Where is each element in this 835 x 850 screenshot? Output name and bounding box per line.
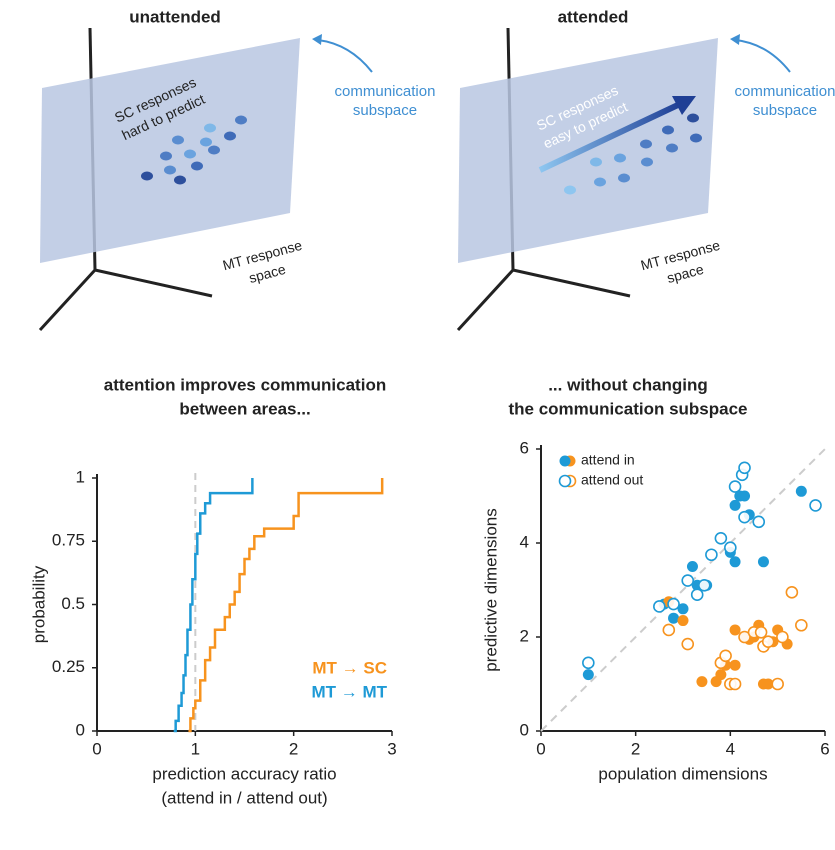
point <box>582 656 595 670</box>
point <box>729 659 741 671</box>
point <box>739 490 751 502</box>
dot-cloud <box>141 115 247 185</box>
point <box>705 548 718 562</box>
diagonal <box>540 448 826 732</box>
x-axis-label: population dimensions <box>598 764 767 783</box>
panel-title: unattended <box>129 7 221 26</box>
step-line <box>173 478 254 733</box>
point <box>752 515 766 529</box>
point <box>690 588 704 602</box>
axis <box>94 268 213 298</box>
point <box>582 669 594 681</box>
chart-title: attention improves communication <box>104 375 386 394</box>
chart-title: between areas... <box>179 399 310 418</box>
point <box>776 630 789 644</box>
y-tick-label: 2 <box>520 626 529 645</box>
point <box>785 586 799 599</box>
x-tick-label: 2 <box>289 739 298 758</box>
x-tick-label: 6 <box>820 739 829 758</box>
chart-title: ... without changing <box>548 375 708 394</box>
x-tick-label: 4 <box>726 739 735 758</box>
y-tick-label: 0.5 <box>61 594 85 613</box>
y-axis-label: predictive dimensions <box>481 508 500 671</box>
subspace-plane <box>40 38 300 263</box>
y-tick-label: 1 <box>76 467 85 486</box>
point <box>729 556 741 568</box>
point <box>668 612 680 624</box>
arrow <box>317 39 373 73</box>
point <box>719 649 732 663</box>
point <box>795 618 808 632</box>
point <box>667 597 680 611</box>
y-axis-label: probability <box>29 565 48 643</box>
legend-marker <box>559 455 571 467</box>
point <box>738 461 751 475</box>
point <box>653 600 666 613</box>
subspace-label: communication <box>735 83 835 100</box>
point <box>729 499 741 511</box>
point <box>754 625 768 639</box>
arrowhead <box>730 34 740 45</box>
arrow <box>735 39 791 73</box>
legend-label: attend in <box>581 452 635 468</box>
point <box>757 556 769 568</box>
point <box>729 624 741 636</box>
step-line <box>188 478 384 733</box>
x-tick-label: 3 <box>387 739 396 758</box>
point <box>677 603 689 615</box>
axis <box>456 268 515 332</box>
axis <box>512 268 631 298</box>
x-tick-label: 0 <box>536 739 545 758</box>
point <box>728 480 742 493</box>
dot-cloud <box>564 113 702 195</box>
y-tick-label: 0 <box>76 720 85 739</box>
subspace-label: subspace <box>753 102 817 119</box>
point <box>738 510 751 524</box>
legend-marker <box>558 474 572 488</box>
panel-unattended: unattended communication subspace SC res… <box>38 7 436 332</box>
x-tick-label: 2 <box>631 739 640 758</box>
legend-label: MT → MT <box>311 682 387 701</box>
point <box>714 531 728 545</box>
x-axis-label: prediction accuracy ratio <box>152 764 336 783</box>
x-tick-label: 1 <box>191 739 200 758</box>
point <box>761 635 775 649</box>
point <box>795 485 807 497</box>
y-tick-label: 0.25 <box>52 657 85 676</box>
y-tick-label: 6 <box>520 438 529 457</box>
subspace-label: subspace <box>353 102 417 119</box>
x-axis-label: (attend in / attend out) <box>161 788 327 807</box>
y-tick-label: 4 <box>520 532 529 551</box>
panel-attended: attended communication subspace SC respo… <box>456 7 835 332</box>
x-tick-label: 0 <box>92 739 101 758</box>
point <box>762 678 774 690</box>
point <box>696 676 708 688</box>
gradient-arrow <box>538 101 682 173</box>
panel-title: attended <box>558 7 629 26</box>
y-tick-label: 0 <box>520 720 529 739</box>
axis <box>38 268 97 332</box>
arrowhead <box>312 34 322 45</box>
point <box>809 499 822 512</box>
point <box>662 623 676 637</box>
legend-label: attend out <box>581 472 643 488</box>
arrowhead <box>672 96 696 115</box>
point <box>681 637 695 651</box>
point <box>677 615 689 627</box>
point <box>715 669 727 681</box>
legend-label: MT → SC <box>312 658 387 677</box>
point <box>771 677 784 691</box>
point <box>697 578 711 592</box>
y-tick-label: 0.75 <box>52 531 85 550</box>
subspace-label: communication <box>335 83 436 100</box>
point <box>681 574 695 587</box>
point <box>686 561 698 572</box>
chart-title: the communication subspace <box>509 399 748 418</box>
point <box>728 677 742 691</box>
point <box>724 541 737 555</box>
